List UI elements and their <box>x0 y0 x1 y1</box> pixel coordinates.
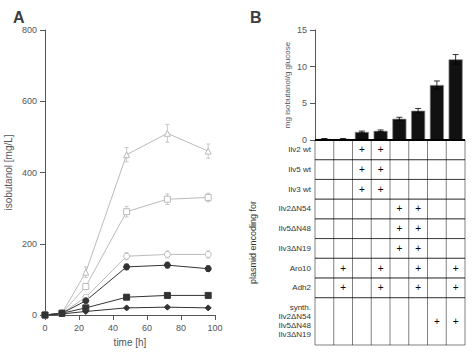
svg-text:Ilv2 wt: Ilv2 wt <box>288 145 311 154</box>
svg-text:isobutanol [mg/L]: isobutanol [mg/L] <box>3 134 14 210</box>
svg-text:Ilv3ΔN19: Ilv3ΔN19 <box>279 330 312 339</box>
svg-text:+: + <box>359 144 365 155</box>
svg-text:+: + <box>415 203 421 214</box>
svg-text:+: + <box>340 263 346 274</box>
svg-text:20: 20 <box>74 323 84 333</box>
svg-text:plasmid encoding for: plasmid encoding for <box>248 201 258 284</box>
svg-text:0: 0 <box>302 135 307 145</box>
svg-text:60: 60 <box>142 323 152 333</box>
svg-text:80: 80 <box>176 323 186 333</box>
svg-text:+: + <box>378 144 384 155</box>
svg-text:+: + <box>378 263 384 274</box>
svg-text:+: + <box>415 282 421 293</box>
svg-text:40: 40 <box>108 323 118 333</box>
svg-text:400: 400 <box>22 168 37 178</box>
svg-text:Ilv3ΔN19: Ilv3ΔN19 <box>279 244 312 253</box>
svg-text:Ilv5ΔN48: Ilv5ΔN48 <box>279 224 312 233</box>
svg-text:synth.: synth. <box>290 303 311 312</box>
svg-text:+: + <box>453 316 459 327</box>
svg-text:+: + <box>453 282 459 293</box>
svg-text:5: 5 <box>302 98 307 108</box>
svg-text:+: + <box>378 184 384 195</box>
svg-text:10: 10 <box>297 62 307 72</box>
svg-text:Ilv5 wt: Ilv5 wt <box>288 165 311 174</box>
svg-text:0: 0 <box>42 323 47 333</box>
svg-text:+: + <box>359 184 365 195</box>
svg-text:+: + <box>359 164 365 175</box>
svg-text:Ilv2ΔN54: Ilv2ΔN54 <box>279 204 312 213</box>
svg-text:+: + <box>415 223 421 234</box>
svg-text:Adh2: Adh2 <box>292 283 311 292</box>
svg-text:+: + <box>415 263 421 274</box>
svg-text:B: B <box>250 9 262 26</box>
svg-text:800: 800 <box>22 25 37 35</box>
svg-text:Ilv3 wt: Ilv3 wt <box>288 185 311 194</box>
svg-text:15: 15 <box>297 25 307 35</box>
svg-text:100: 100 <box>207 323 222 333</box>
svg-text:A: A <box>13 9 25 26</box>
svg-text:+: + <box>415 243 421 254</box>
svg-text:+: + <box>378 164 384 175</box>
svg-text:Ilv2ΔN54: Ilv2ΔN54 <box>279 312 312 321</box>
svg-text:+: + <box>396 223 402 234</box>
svg-text:+: + <box>453 263 459 274</box>
svg-text:+: + <box>396 243 402 254</box>
svg-text:200: 200 <box>22 239 37 249</box>
svg-text:600: 600 <box>22 96 37 106</box>
svg-text:+: + <box>434 316 440 327</box>
svg-text:+: + <box>340 282 346 293</box>
svg-text:0: 0 <box>32 310 37 320</box>
svg-text:+: + <box>378 282 384 293</box>
svg-text:time [h]: time [h] <box>114 337 147 348</box>
svg-text:Ilv5ΔN48: Ilv5ΔN48 <box>279 321 312 330</box>
svg-text:mg isobutanol/g glucose: mg isobutanol/g glucose <box>283 41 292 128</box>
svg-text:+: + <box>396 203 402 214</box>
svg-text:Aro10: Aro10 <box>290 264 312 273</box>
